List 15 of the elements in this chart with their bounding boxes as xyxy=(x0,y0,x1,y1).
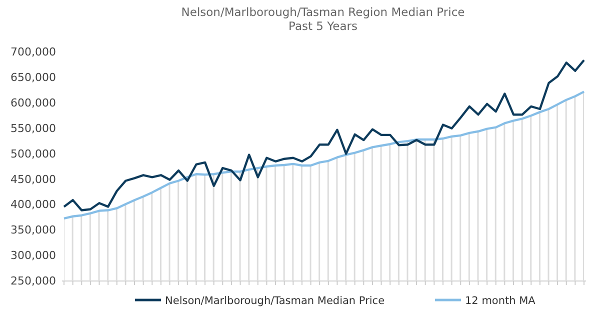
y-tick-label: 400,000 xyxy=(10,198,56,212)
y-tick-label: 300,000 xyxy=(10,249,56,262)
y-tick-label: 500,000 xyxy=(10,147,56,160)
y-tick-label: 250,000 xyxy=(10,274,56,288)
y-tick-label: 350,000 xyxy=(10,224,56,237)
y-tick-label: 600,000 xyxy=(10,96,56,110)
y-tick-label: 550,000 xyxy=(10,122,56,135)
y-tick-label: 450,000 xyxy=(10,172,56,186)
legend-label: 12 month MA xyxy=(465,295,536,307)
legend-label: Nelson/Marlborough/Tasman Median Price xyxy=(165,295,385,307)
chart-subtitle: Past 5 Years xyxy=(288,19,358,33)
y-tick-label: 700,000 xyxy=(10,46,56,59)
line-series xyxy=(62,59,586,212)
y-tick-label: 650,000 xyxy=(10,70,56,84)
chart-title: Nelson/Marlborough/Tasman Region Median Price xyxy=(181,5,465,19)
